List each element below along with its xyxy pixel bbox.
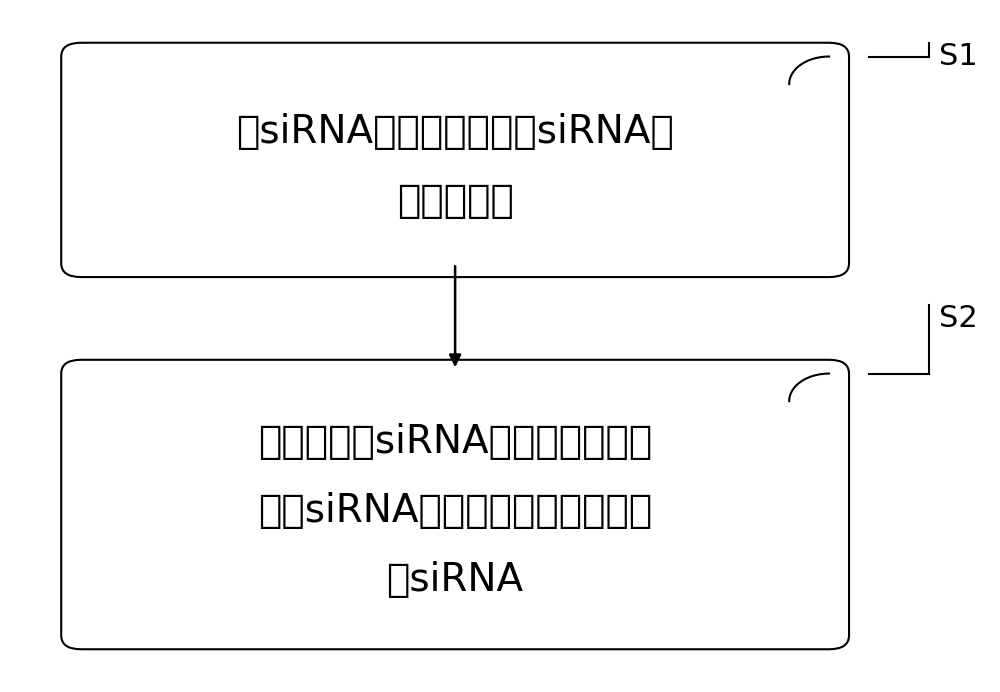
Text: S2: S2 [939,304,978,333]
Text: 基于得到的siRNA设计规则权重从: 基于得到的siRNA设计规则权重从 [258,424,652,462]
Text: 从siRNA数据中训练得到siRNA设: 从siRNA数据中训练得到siRNA设 [236,113,674,152]
Text: 候选siRNA集合中筛选出高沉默效: 候选siRNA集合中筛选出高沉默效 [258,493,652,530]
Text: 率siRNA: 率siRNA [387,561,524,599]
Text: 计规则权重: 计规则权重 [397,182,514,220]
FancyBboxPatch shape [61,360,849,649]
FancyBboxPatch shape [61,43,849,277]
Text: S1: S1 [939,42,978,71]
